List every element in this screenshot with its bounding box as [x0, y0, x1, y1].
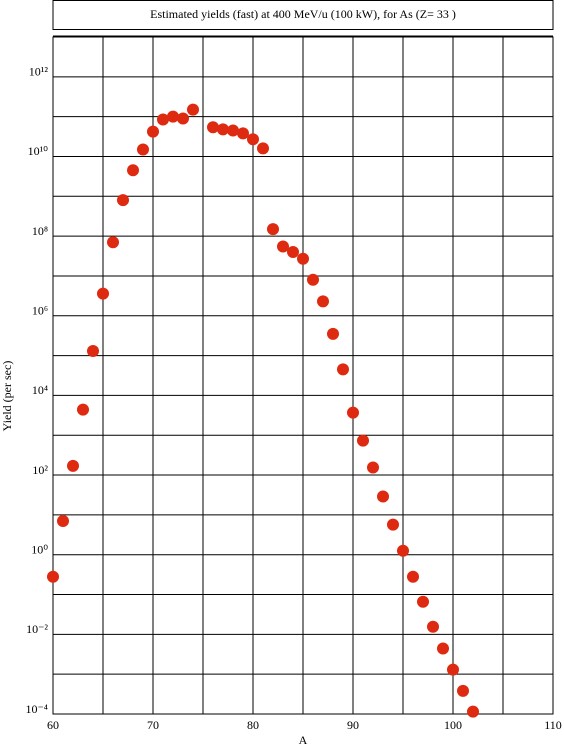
x-tick-label: 70 [147, 718, 159, 732]
data-point [67, 459, 79, 472]
data-point [457, 684, 469, 697]
data-point [387, 518, 399, 531]
y-tick-label: 10² [32, 463, 48, 477]
data-point [107, 236, 119, 249]
data-point [317, 295, 329, 308]
data-point [117, 194, 129, 207]
data-point [277, 240, 289, 253]
data-point [77, 403, 89, 416]
data-point [167, 110, 179, 123]
data-point [447, 663, 459, 676]
x-tick-label: 60 [47, 718, 59, 732]
x-tick-label: 110 [544, 718, 562, 732]
data-point [377, 490, 389, 503]
y-axis-label: Yield (per sec) [0, 361, 14, 432]
y-tick-label: 10⁸ [32, 224, 48, 238]
data-point [147, 125, 159, 138]
data-point [187, 103, 199, 116]
data-point [427, 620, 439, 633]
data-point [437, 642, 449, 655]
data-point [417, 595, 429, 608]
x-tick-label: 80 [247, 718, 259, 732]
data-point [57, 515, 69, 528]
data-point [207, 121, 219, 134]
data-point [157, 113, 169, 126]
data-point [347, 406, 359, 419]
data-point [357, 434, 369, 447]
data-point [177, 112, 189, 125]
data-point [337, 363, 349, 376]
x-tick-label: 100 [444, 718, 462, 732]
y-tick-label: 10¹² [29, 65, 49, 79]
data-point [267, 223, 279, 236]
data-point [127, 164, 139, 177]
data-point [237, 127, 249, 140]
data-point [257, 142, 269, 155]
data-point [87, 345, 99, 358]
data-point [307, 273, 319, 286]
data-point [217, 123, 229, 136]
data-point [297, 252, 309, 265]
title-box [52, 0, 554, 30]
chart-title: Estimated yields (fast) at 400 MeV/u (10… [150, 7, 456, 21]
data-point [327, 327, 339, 340]
data-point [287, 245, 299, 258]
y-tick-label: 10⁶ [32, 304, 48, 318]
data-point [137, 143, 149, 156]
data-point [467, 705, 479, 718]
data-point [97, 287, 109, 300]
data-point [407, 570, 419, 583]
data-point [397, 544, 409, 557]
y-tick-label: 10⁰ [31, 542, 48, 556]
x-axis-label: A [299, 733, 308, 747]
y-tick-label: 10¹⁰ [28, 144, 49, 158]
x-tick-label: 90 [347, 718, 359, 732]
data-point [47, 570, 59, 583]
y-tick-label: 10⁻² [26, 622, 48, 636]
data-point [227, 124, 239, 137]
data-point [367, 461, 379, 474]
data-point [247, 133, 259, 146]
y-tick-label: 10⁴ [32, 383, 48, 397]
y-tick-label: 10⁻⁴ [25, 702, 48, 716]
